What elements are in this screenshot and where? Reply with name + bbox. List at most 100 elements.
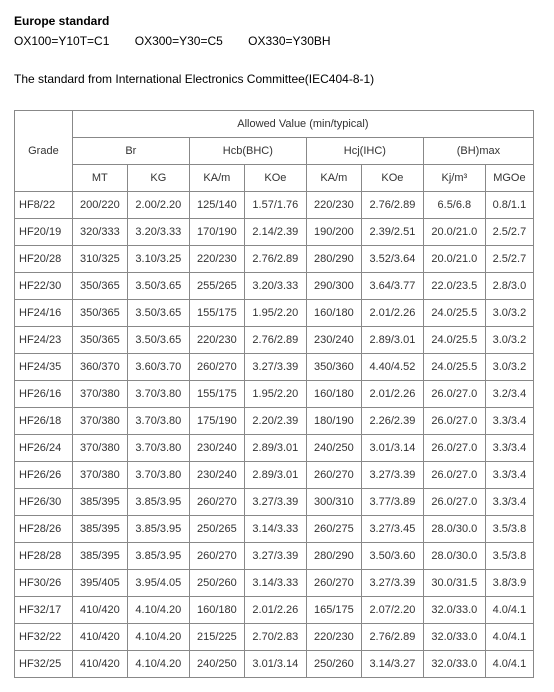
- data-cell: 220/230: [306, 192, 361, 219]
- code-3: OX330=Y30BH: [248, 34, 330, 48]
- data-cell: 370/380: [72, 435, 127, 462]
- data-cell: 3.70/3.80: [127, 381, 189, 408]
- grade-cell: HF20/28: [15, 246, 73, 273]
- data-cell: 3.77/3.89: [361, 489, 423, 516]
- data-cell: 255/265: [189, 273, 244, 300]
- data-cell: 2.00/2.20: [127, 192, 189, 219]
- data-cell: 1.57/1.76: [244, 192, 306, 219]
- data-cell: 3.8/3.9: [485, 570, 533, 597]
- data-cell: 2.01/2.26: [244, 597, 306, 624]
- data-cell: 4.0/4.1: [485, 624, 533, 651]
- data-cell: 3.14/3.27: [361, 651, 423, 678]
- grade-header: Grade: [15, 111, 73, 192]
- data-cell: 220/230: [306, 624, 361, 651]
- data-cell: 385/395: [72, 489, 127, 516]
- data-cell: 350/365: [72, 300, 127, 327]
- data-cell: 24.0/25.5: [423, 300, 485, 327]
- data-cell: 3.14/3.33: [244, 516, 306, 543]
- data-cell: 260/270: [306, 462, 361, 489]
- data-cell: 2.76/2.89: [361, 624, 423, 651]
- group-br: Br: [72, 138, 189, 165]
- data-cell: 280/290: [306, 246, 361, 273]
- data-cell: 175/190: [189, 408, 244, 435]
- data-cell: 410/420: [72, 597, 127, 624]
- data-cell: 3.27/3.39: [361, 462, 423, 489]
- code-1: OX100=Y10T=C1: [14, 34, 109, 48]
- grade-cell: HF26/24: [15, 435, 73, 462]
- allowed-value-header: Allowed Value (min/typical): [72, 111, 533, 138]
- data-cell: 170/190: [189, 219, 244, 246]
- data-cell: 260/270: [189, 354, 244, 381]
- data-cell: 260/270: [306, 570, 361, 597]
- data-cell: 360/370: [72, 354, 127, 381]
- data-cell: 28.0/30.0: [423, 516, 485, 543]
- data-cell: 2.8/3.0: [485, 273, 533, 300]
- data-cell: 28.0/30.0: [423, 543, 485, 570]
- sub-mgoe: MGOe: [485, 165, 533, 192]
- data-cell: 260/270: [189, 489, 244, 516]
- data-cell: 3.27/3.39: [244, 543, 306, 570]
- data-cell: 3.64/3.77: [361, 273, 423, 300]
- data-cell: 280/290: [306, 543, 361, 570]
- table-row: HF32/25410/4204.10/4.20240/2503.01/3.142…: [15, 651, 534, 678]
- grade-cell: HF22/30: [15, 273, 73, 300]
- data-cell: 3.5/3.8: [485, 516, 533, 543]
- sub-kam1: KA/m: [189, 165, 244, 192]
- group-hcj: Hcj(IHC): [306, 138, 423, 165]
- data-cell: 2.14/2.39: [244, 219, 306, 246]
- data-cell: 3.50/3.65: [127, 273, 189, 300]
- group-bhmax: (BH)max: [423, 138, 533, 165]
- data-cell: 240/250: [306, 435, 361, 462]
- data-cell: 32.0/33.0: [423, 651, 485, 678]
- header-row-3: MT KG KA/m KOe KA/m KOe Kj/m³ MGOe: [15, 165, 534, 192]
- table-row: HF26/26370/3803.70/3.80230/2402.89/3.012…: [15, 462, 534, 489]
- data-cell: 3.3/3.4: [485, 435, 533, 462]
- grade-cell: HF30/26: [15, 570, 73, 597]
- data-cell: 4.10/4.20: [127, 624, 189, 651]
- grade-cell: HF24/16: [15, 300, 73, 327]
- grade-cell: HF32/25: [15, 651, 73, 678]
- data-cell: 3.27/3.39: [361, 570, 423, 597]
- data-cell: 385/395: [72, 516, 127, 543]
- data-cell: 26.0/27.0: [423, 435, 485, 462]
- grade-cell: HF26/18: [15, 408, 73, 435]
- data-cell: 6.5/6.8: [423, 192, 485, 219]
- data-cell: 22.0/23.5: [423, 273, 485, 300]
- sub-kam2: KA/m: [306, 165, 361, 192]
- data-cell: 350/360: [306, 354, 361, 381]
- data-cell: 3.3/3.4: [485, 489, 533, 516]
- data-cell: 250/260: [306, 651, 361, 678]
- data-cell: 180/190: [306, 408, 361, 435]
- data-cell: 385/395: [72, 543, 127, 570]
- data-cell: 4.10/4.20: [127, 651, 189, 678]
- data-cell: 160/180: [306, 300, 361, 327]
- data-cell: 32.0/33.0: [423, 624, 485, 651]
- data-cell: 4.40/4.52: [361, 354, 423, 381]
- data-cell: 370/380: [72, 462, 127, 489]
- data-cell: 20.0/21.0: [423, 246, 485, 273]
- data-cell: 3.85/3.95: [127, 543, 189, 570]
- data-cell: 2.39/2.51: [361, 219, 423, 246]
- data-cell: 160/180: [189, 597, 244, 624]
- table-row: HF26/18370/3803.70/3.80175/1902.20/2.391…: [15, 408, 534, 435]
- data-cell: 250/265: [189, 516, 244, 543]
- data-cell: 3.85/3.95: [127, 516, 189, 543]
- table-row: HF26/24370/3803.70/3.80230/2402.89/3.012…: [15, 435, 534, 462]
- data-cell: 350/365: [72, 273, 127, 300]
- data-cell: 3.3/3.4: [485, 408, 533, 435]
- table-row: HF20/28310/3253.10/3.25220/2302.76/2.892…: [15, 246, 534, 273]
- data-cell: 3.0/3.2: [485, 327, 533, 354]
- data-cell: 3.0/3.2: [485, 300, 533, 327]
- sub-kjm3: Kj/m³: [423, 165, 485, 192]
- data-cell: 230/240: [189, 435, 244, 462]
- data-cell: 290/300: [306, 273, 361, 300]
- data-cell: 2.5/2.7: [485, 246, 533, 273]
- data-cell: 3.70/3.80: [127, 408, 189, 435]
- data-cell: 0.8/1.1: [485, 192, 533, 219]
- data-cell: 410/420: [72, 624, 127, 651]
- data-cell: 395/405: [72, 570, 127, 597]
- sub-kg: KG: [127, 165, 189, 192]
- grade-cell: HF28/26: [15, 516, 73, 543]
- data-cell: 3.20/3.33: [127, 219, 189, 246]
- data-cell: 3.52/3.64: [361, 246, 423, 273]
